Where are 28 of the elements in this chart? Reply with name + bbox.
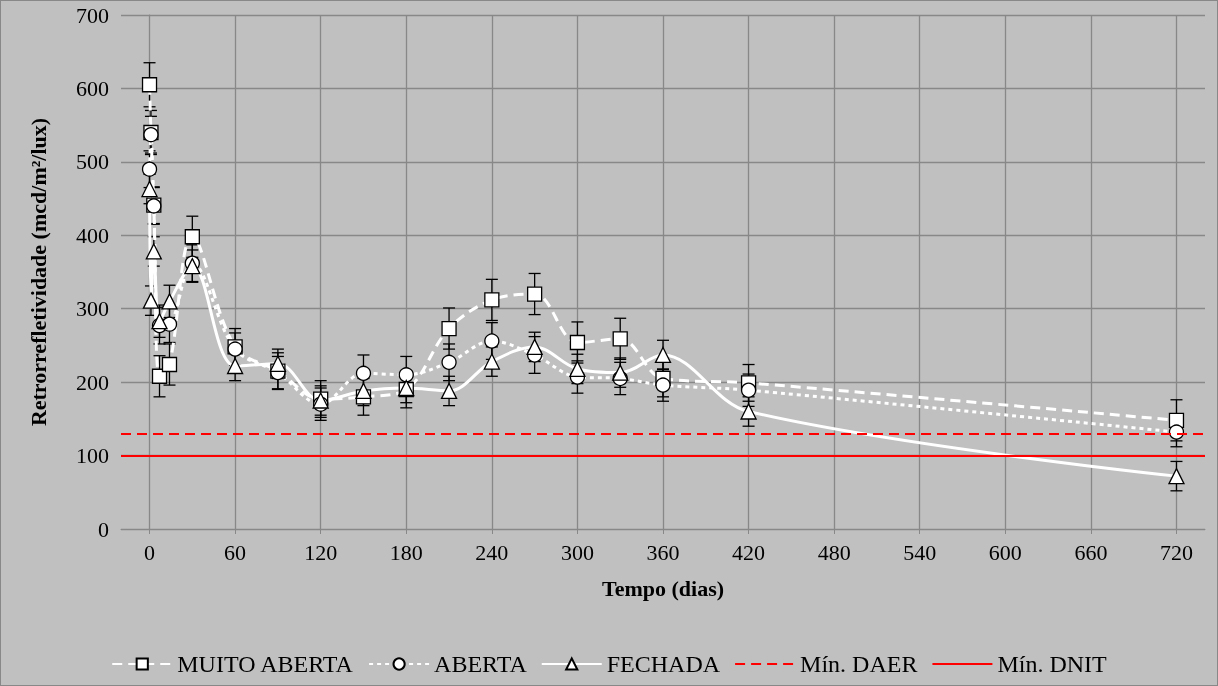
legend-label: MUITO ABERTA (177, 651, 354, 677)
x-tick-label: 120 (304, 539, 338, 565)
legend-label: FECHADA (606, 651, 721, 677)
y-tick-label: 700 (76, 2, 109, 28)
x-tick-label: 660 (1074, 539, 1108, 565)
y-tick-label: 400 (76, 222, 109, 248)
x-tick-label: 420 (732, 539, 766, 565)
y-axis-title: Retrorrefletividade (mcd/m²/lux) (25, 117, 51, 427)
y-tick-label: 200 (76, 369, 109, 395)
x-tick-label: 300 (560, 539, 594, 565)
x-tick-label: 360 (646, 539, 680, 565)
x-tick-label: 240 (475, 539, 509, 565)
x-axis-title: Tempo (dias) (601, 575, 725, 601)
x-tick-label: 480 (817, 539, 851, 565)
y-tick-label: 600 (76, 75, 109, 101)
x-tick-label: 720 (1159, 539, 1193, 565)
x-tick-label: 540 (903, 539, 937, 565)
x-tick-label: 60 (224, 539, 247, 565)
y-tick-label: 100 (76, 443, 109, 469)
legend-label: Mín. DAER (800, 651, 918, 677)
y-tick-label: 0 (98, 516, 109, 542)
x-tick-label: 0 (144, 539, 156, 565)
y-tick-label: 500 (76, 149, 109, 175)
x-tick-label: 600 (988, 539, 1022, 565)
legend-label: Mín. DNIT (997, 651, 1108, 677)
y-tick-label: 300 (76, 296, 109, 322)
legend-label: ABERTA (434, 651, 528, 677)
x-tick-label: 180 (389, 539, 423, 565)
